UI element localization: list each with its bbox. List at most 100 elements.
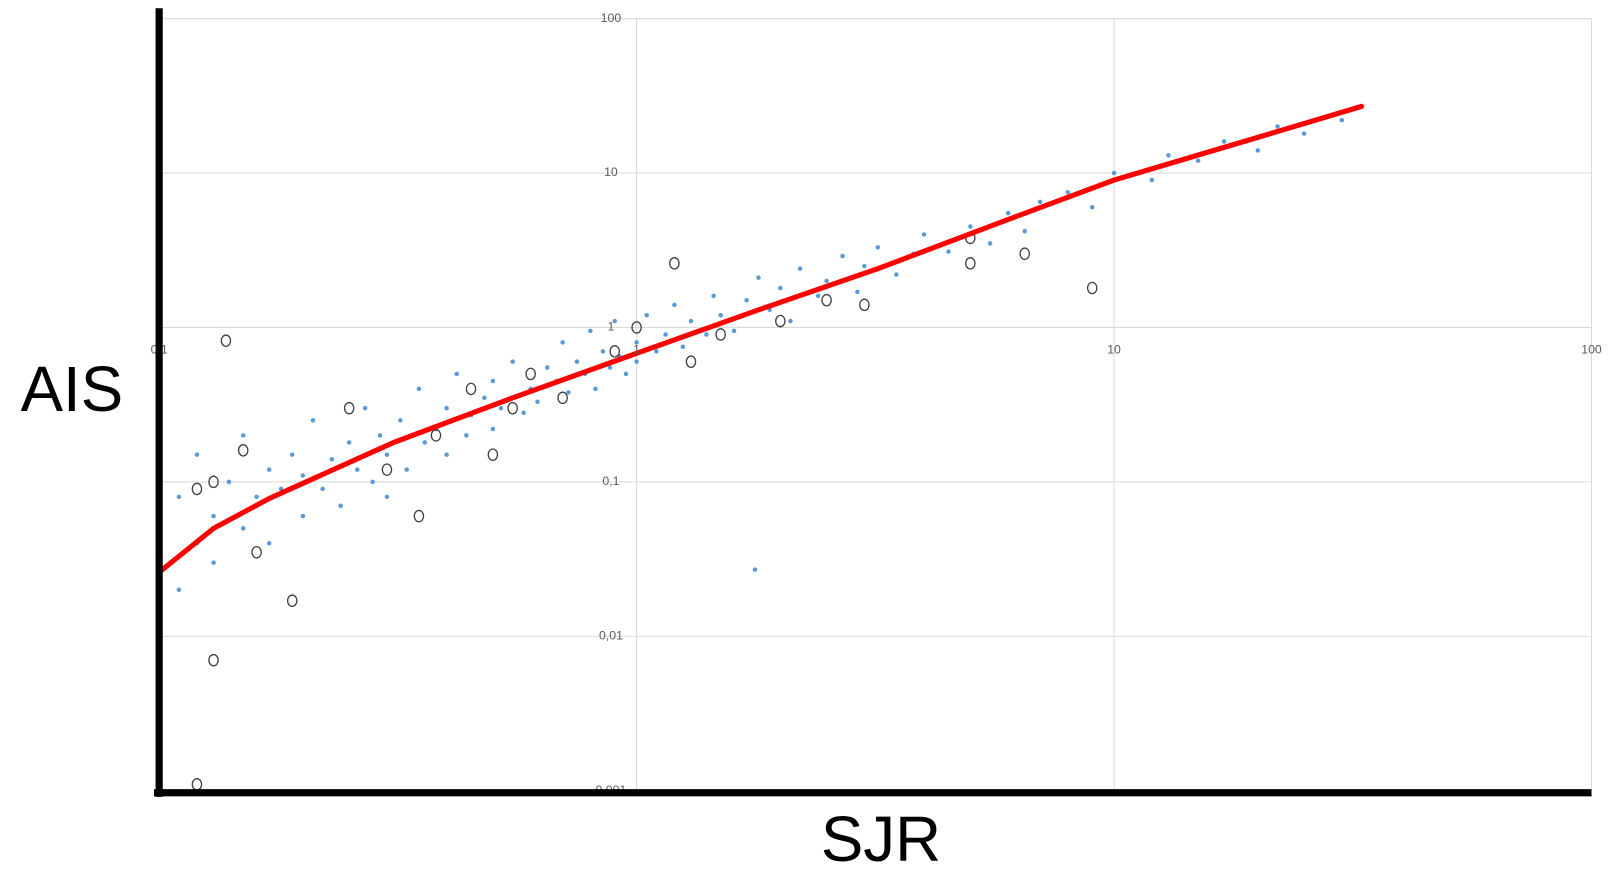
data-point [704,332,709,337]
outlier-marker [430,429,442,442]
data-point [444,452,449,457]
data-point [654,349,659,354]
data-point [894,272,899,277]
data-point [1301,131,1307,136]
data-point [560,340,565,345]
data-point [1005,210,1011,216]
data-point [987,241,993,246]
data-point [535,399,540,405]
outlier-marker [191,482,203,496]
data-point [370,479,375,485]
data-point [416,386,422,392]
data-point [921,232,927,237]
y-tick-label: 0,1 [602,474,619,488]
data-point [384,452,390,457]
outlier-marker [208,653,219,667]
data-point [266,541,272,546]
x-tick-label: 1 [633,342,640,356]
data-point [788,318,793,324]
outlier-marker [487,448,499,461]
data-point [545,365,550,370]
data-point [566,390,571,395]
data-point [1339,117,1345,123]
data-point [634,340,639,345]
data-point [593,386,598,392]
data-point [320,486,325,492]
outlier-marker [191,778,203,791]
outlier-marker [557,391,568,405]
data-point [588,328,593,334]
data-point [1275,124,1280,129]
data-point [1022,228,1027,234]
data-point [498,405,504,411]
data-point [744,297,749,303]
outlier-marker [525,367,536,381]
data-point [824,278,829,284]
data-point [310,418,316,423]
data-point [422,440,428,445]
data-point [711,293,716,299]
outlier-marker [208,475,219,489]
data-point [875,245,881,250]
data-point [404,467,409,472]
data-point [464,433,469,438]
data-point [815,293,821,299]
plot-area [156,103,1365,791]
data-point [600,349,606,354]
outlier-marker [251,545,262,559]
data-point [1111,170,1117,176]
data-point [731,328,737,334]
data-point [521,410,526,416]
data-point [634,359,639,364]
data-point [510,359,515,364]
grid [158,18,1593,792]
outlier-marker [821,293,832,307]
data-point [968,224,973,229]
data-point [346,440,352,445]
data-point [329,457,335,462]
data-point [663,332,668,337]
data-point [1166,153,1171,158]
outlier-marker [343,401,355,415]
data-point [644,312,649,318]
data-point [362,405,368,411]
outlier-marker [631,321,642,334]
data-point [194,452,200,457]
data-point [384,494,390,500]
data-point [482,395,487,401]
outlier-marker [1019,247,1031,261]
y-tick-label: 0,01 [599,629,623,643]
data-point [1255,148,1261,153]
y-tick-label: 1 [608,320,615,334]
outlier-marker [609,345,621,358]
data-point [1149,177,1155,183]
data-point [946,249,951,254]
y-tick-label: 100 [601,11,622,25]
data-point [398,418,403,423]
trend-line [156,103,1365,575]
data-point [338,503,343,509]
outlier-marker [685,355,697,369]
outlier-marker [286,594,298,608]
data-point [855,289,860,295]
data-point [1089,205,1095,210]
data-point [607,365,613,370]
data-point [289,452,295,457]
data-point [176,587,182,593]
data-point [778,285,783,291]
outlier-marker [413,509,425,523]
data-point [355,467,360,472]
data-point [752,567,758,572]
data-point [840,253,845,259]
data-point [226,479,232,485]
outlier-marker [859,298,870,312]
data-point [1065,190,1071,195]
data-point [797,266,803,271]
data-point [240,433,246,438]
data-point [718,312,723,318]
data-point [211,513,216,519]
outlier-marker [507,401,518,415]
